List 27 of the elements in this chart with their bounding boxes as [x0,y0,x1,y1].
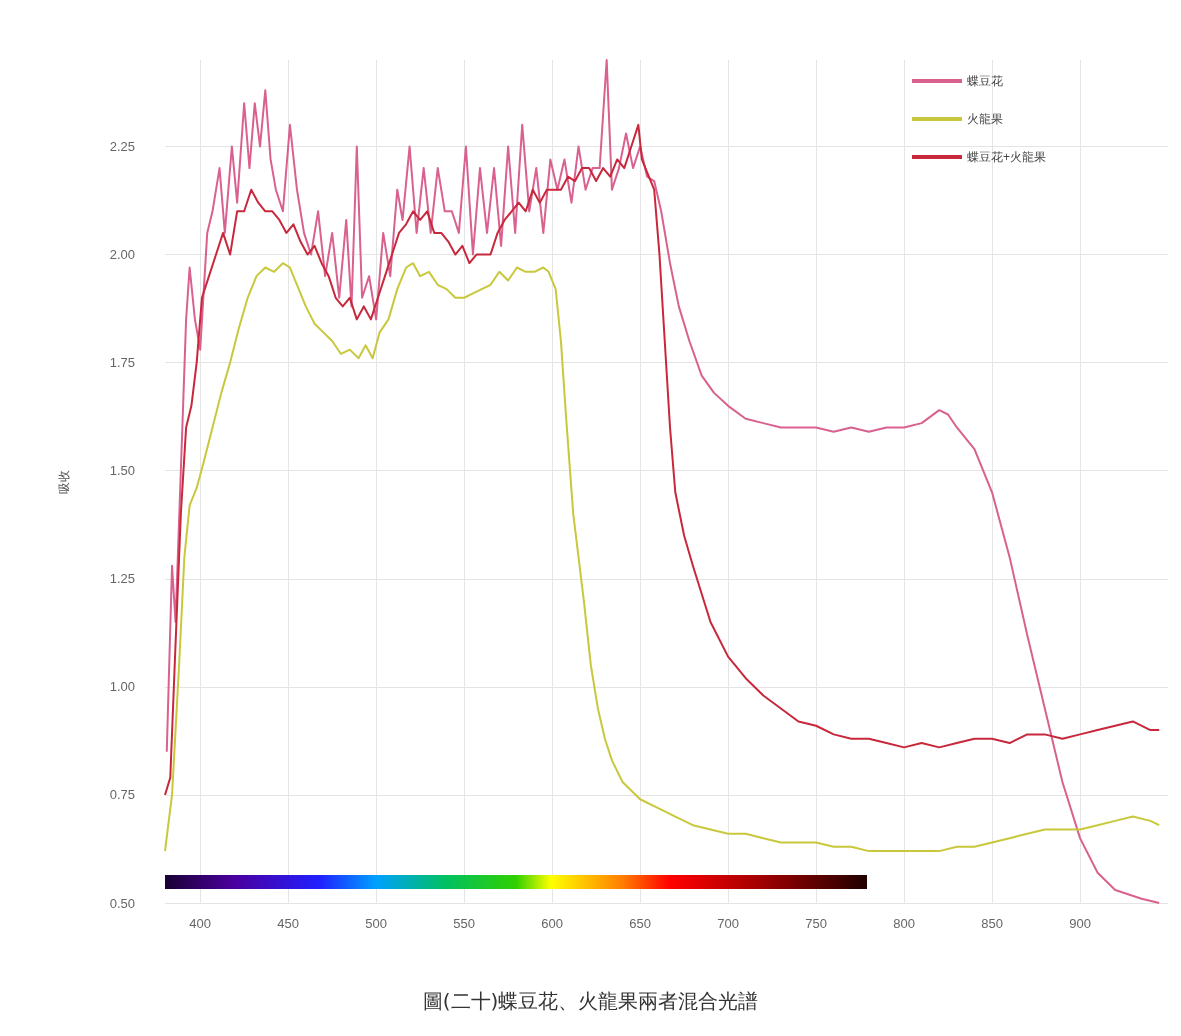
legend-label: 火龍果 [966,112,1003,126]
x-tick-label: 600 [541,916,563,931]
x-tick-label: 750 [805,916,827,931]
y-tick-label: 1.00 [109,679,135,695]
x-tick-label: 500 [365,916,388,931]
y-tick-label: 1.25 [109,571,135,587]
x-tick-label: 800 [893,916,915,931]
x-tick-label: 700 [717,916,739,931]
x-tick-label: 900 [1069,916,1091,931]
line-series [164,123,1161,796]
y-tick-label: 2.00 [109,247,135,263]
line-series [165,59,1161,904]
legend-label: 蝶豆花 [966,74,1003,88]
x-tick-label: 550 [453,916,475,931]
y-tick-label: 2.25 [109,138,135,154]
legend-label: 蝶豆花+火龍果 [966,150,1047,164]
y-axis-title: 吸收 [57,469,71,494]
x-tick-label: 450 [277,916,300,931]
y-tick-label: 0.50 [109,895,135,911]
line-series [164,262,1161,853]
text: 圖(二十)蝶豆花、火龍果兩者混合光譜 [422,989,759,1013]
y-tick-label: 1.50 [109,463,135,479]
x-tick-label: 650 [629,916,651,931]
y-tick-label: 1.75 [109,355,135,371]
x-tick-label: 400 [189,916,212,931]
y-tick-label: 0.75 [109,787,135,803]
x-tick-label: 850 [981,916,1003,931]
